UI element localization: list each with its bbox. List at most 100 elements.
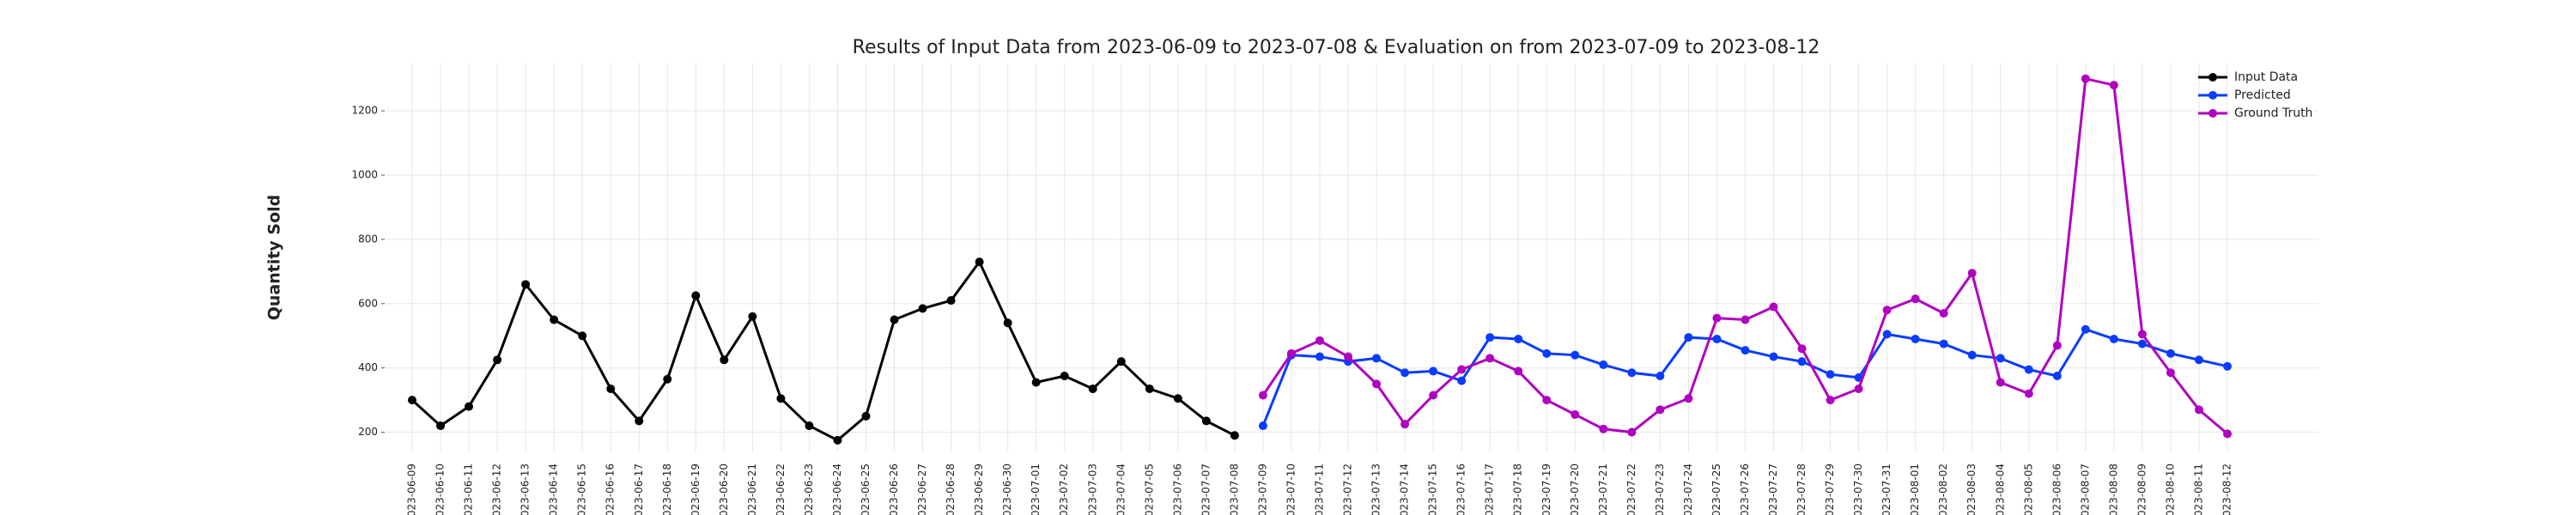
x-tick-label: 2023-06-12 xyxy=(491,464,503,515)
x-tick-label: 2023-07-14 xyxy=(1399,464,1411,515)
x-tick-label: 2023-06-24 xyxy=(831,464,843,515)
x-tick-label: 2023-07-24 xyxy=(1682,464,1694,515)
data-point xyxy=(1201,416,1211,426)
data-point xyxy=(1429,391,1438,400)
x-tick-label: 2023-07-18 xyxy=(1512,464,1524,515)
data-point xyxy=(1911,334,1920,343)
legend-marker xyxy=(2208,109,2217,118)
x-tick-label: 2023-06-23 xyxy=(803,464,815,515)
data-point xyxy=(408,396,416,405)
data-point xyxy=(2052,372,2062,381)
x-tick-label: 2023-07-22 xyxy=(1625,464,1637,515)
x-tick-label: 2023-07-28 xyxy=(1795,464,1807,515)
x-tick-label: 2023-07-25 xyxy=(1710,464,1722,515)
y-tick-label: 600 xyxy=(358,297,378,309)
x-tick-label: 2023-07-23 xyxy=(1654,464,1666,515)
x-tick-label: 2023-06-17 xyxy=(633,464,645,515)
y-tick-label: 1200 xyxy=(351,105,378,117)
data-point xyxy=(1116,357,1126,367)
x-tick-label: 2023-07-11 xyxy=(1314,464,1326,515)
data-point xyxy=(1315,336,1324,345)
data-point xyxy=(2081,74,2090,83)
data-point xyxy=(1173,394,1182,403)
data-point xyxy=(550,315,559,324)
data-point xyxy=(1258,421,1267,431)
data-point xyxy=(805,421,814,431)
y-tick-label: 800 xyxy=(358,233,378,245)
x-tick-label: 2023-08-12 xyxy=(2221,464,2233,515)
x-tick-label: 2023-06-20 xyxy=(718,464,730,515)
legend-marker xyxy=(2208,73,2217,82)
data-point xyxy=(2137,330,2147,339)
data-point xyxy=(1571,350,1580,360)
data-point xyxy=(436,421,446,431)
data-point xyxy=(1684,394,1693,403)
data-point xyxy=(1627,427,1637,437)
x-tick-label: 2023-07-01 xyxy=(1030,464,1042,515)
x-tick-label: 2023-06-21 xyxy=(746,464,758,515)
data-point xyxy=(776,394,786,403)
data-point xyxy=(861,411,871,421)
data-point xyxy=(1939,309,1948,318)
data-point xyxy=(1599,424,1608,433)
data-point xyxy=(1258,391,1267,400)
data-point xyxy=(691,291,701,300)
x-tick-label: 2023-07-08 xyxy=(1228,464,1240,515)
data-point xyxy=(1911,294,1920,304)
legend-label: Input Data xyxy=(2234,70,2298,84)
data-point xyxy=(1372,379,1382,389)
data-point xyxy=(635,416,644,426)
data-point xyxy=(1457,365,1467,374)
data-point xyxy=(1514,334,1523,343)
data-point xyxy=(1230,431,1239,440)
x-tick-label: 2023-08-09 xyxy=(2136,464,2148,515)
data-point xyxy=(2166,348,2175,358)
data-point xyxy=(720,355,729,365)
x-tick-label: 2023-07-03 xyxy=(1086,464,1098,515)
data-point xyxy=(2194,405,2203,415)
data-point xyxy=(1967,269,1977,278)
x-tick-label: 2023-07-04 xyxy=(1115,464,1127,515)
y-tick-label: 400 xyxy=(358,361,378,373)
data-point xyxy=(2223,361,2232,371)
x-tick-label: 2023-06-18 xyxy=(661,464,673,515)
x-tick-label: 2023-07-05 xyxy=(1143,464,1155,515)
x-tick-label: 2023-07-16 xyxy=(1455,464,1467,515)
x-tick-label: 2023-07-13 xyxy=(1370,464,1382,515)
data-point xyxy=(1882,306,1892,315)
data-point xyxy=(1485,354,1495,363)
data-point xyxy=(1315,352,1324,361)
x-tick-label: 2023-08-01 xyxy=(1909,464,1921,515)
x-tick-label: 2023-06-10 xyxy=(434,464,447,515)
data-point xyxy=(606,384,616,393)
data-point xyxy=(1485,333,1495,342)
data-point xyxy=(1712,313,1722,323)
x-tick-label: 2023-06-11 xyxy=(463,464,475,515)
data-point xyxy=(2194,355,2203,365)
data-point xyxy=(521,280,531,289)
data-point xyxy=(1769,352,1778,361)
data-point xyxy=(1031,378,1041,387)
x-tick-label: 2023-06-19 xyxy=(690,464,702,515)
data-point xyxy=(1712,334,1722,343)
x-tick-label: 2023-07-26 xyxy=(1739,464,1751,515)
data-point xyxy=(1400,420,1410,429)
data-point xyxy=(1542,396,1552,405)
x-tick-label: 2023-07-21 xyxy=(1597,464,1609,515)
x-tick-label: 2023-07-31 xyxy=(1880,464,1893,515)
data-point xyxy=(2109,81,2118,90)
data-point xyxy=(1741,346,1750,355)
x-tick-label: 2023-07-19 xyxy=(1540,464,1552,515)
data-point xyxy=(2024,365,2033,374)
data-point xyxy=(1088,384,1097,393)
x-tick-label: 2023-06-28 xyxy=(945,464,957,515)
data-point xyxy=(2166,368,2175,378)
x-tick-label: 2023-08-04 xyxy=(1994,464,2006,515)
data-point xyxy=(465,402,474,411)
x-tick-label: 2023-07-30 xyxy=(1852,464,1864,515)
data-point xyxy=(1542,348,1552,358)
x-tick-label: 2023-06-25 xyxy=(860,464,872,515)
data-point xyxy=(833,435,842,445)
